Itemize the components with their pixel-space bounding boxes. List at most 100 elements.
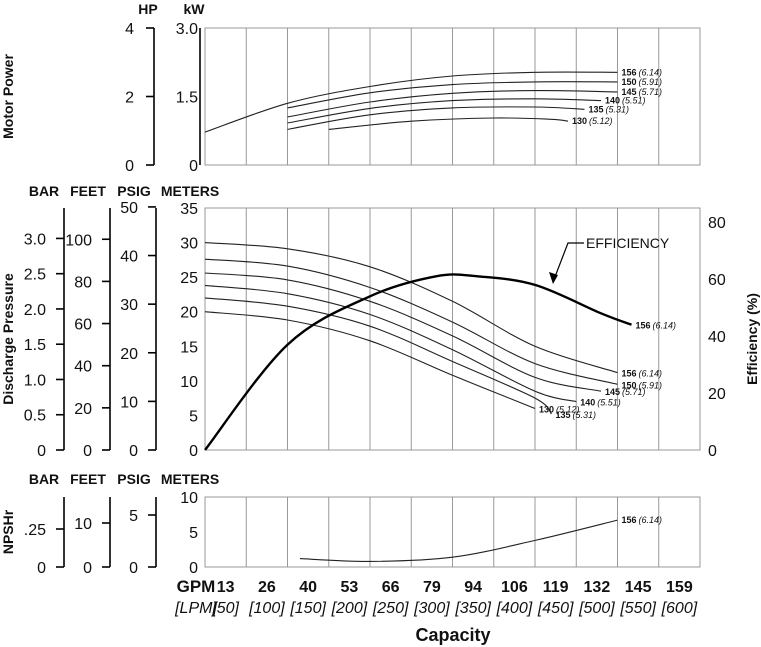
- bar-tick-label: 1.0: [24, 372, 46, 389]
- npshr-feet-tick-label: 0: [83, 560, 92, 577]
- pressure-curve-alt-label-140: (5.51): [597, 398, 621, 408]
- npshr-psig-tick-label: 5: [129, 508, 138, 525]
- efficiency-arrow-head: [549, 272, 558, 284]
- meters-tick-label: 35: [180, 201, 198, 218]
- power-curve-label-156: 156: [622, 67, 637, 77]
- motor-power-axis-label: Motor Power: [0, 54, 16, 139]
- gpm-tick-label: 26: [258, 579, 276, 596]
- npshr-axis-label: NPSHr: [0, 509, 16, 554]
- power-curve-alt-label-150: (5.91): [639, 77, 663, 87]
- psig-tick-label: 20: [120, 346, 138, 363]
- npshr-header-feet: FEET: [70, 471, 106, 487]
- pressure-header-meters: METERS: [161, 183, 219, 199]
- npshr-meters-tick-label: 5: [189, 525, 198, 542]
- efficiency-curve-label: 156: [636, 321, 651, 331]
- efficiency-curve: [204, 273, 632, 451]
- gpm-tick-label: 145: [625, 579, 652, 596]
- npshr-header-psig: PSIG: [117, 471, 151, 487]
- lpm-tick-label: [100]: [248, 600, 285, 617]
- power-curve-label-135: 135: [589, 104, 604, 114]
- npshr-header-bar: BAR: [29, 471, 59, 487]
- lpm-tick-label: [450]: [537, 600, 574, 617]
- kw-header: kW: [184, 1, 206, 17]
- feet-tick-label: 80: [74, 274, 92, 291]
- pressure-curve-150: [204, 258, 618, 385]
- efficiency-tick-label: 40: [708, 329, 726, 346]
- gpm-tick-label: 132: [584, 579, 611, 596]
- hp-tick-label: 4: [125, 21, 134, 38]
- kw-tick-label: 0: [189, 158, 198, 175]
- pressure-curve-alt-label-156: (6.14): [639, 369, 663, 379]
- gpm-tick-label: 106: [501, 579, 528, 596]
- lpm-tick-label: [550]: [619, 600, 656, 617]
- feet-tick-label: 60: [74, 317, 92, 334]
- gpm-tick-label: 66: [382, 579, 400, 596]
- npshr-curve-156: [299, 519, 618, 562]
- meters-tick-label: 30: [180, 236, 198, 253]
- gpm-tick-label: 94: [464, 579, 482, 596]
- npshr-bar-tick-label: 0: [37, 560, 46, 577]
- npshr-meters-tick-label: 10: [180, 490, 198, 507]
- gpm-tick-label: 159: [666, 579, 693, 596]
- meters-tick-label: 10: [180, 374, 198, 391]
- npshr-meters-tick-label: 0: [189, 560, 198, 577]
- meters-tick-label: 5: [189, 408, 198, 425]
- pressure-curve-label-140: 140: [580, 398, 595, 408]
- gpm-tick-label: 53: [340, 579, 358, 596]
- psig-tick-label: 30: [120, 297, 138, 314]
- lpm-tick-label: [500]: [578, 600, 615, 617]
- npshr-curve-label-156: 156: [622, 515, 637, 525]
- bar-tick-label: 0: [37, 443, 46, 460]
- discharge-pressure-axis-label: Discharge Pressure: [0, 273, 16, 405]
- pressure-curve-alt-label-135: (5.31): [573, 410, 597, 420]
- lpm-tick-label: [150]: [289, 600, 326, 617]
- power-curve-140: [287, 98, 602, 124]
- efficiency-annotation: EFFICIENCY: [586, 235, 670, 251]
- pressure-curve-145: [204, 272, 602, 392]
- meters-tick-label: 25: [180, 270, 198, 287]
- power-curve-label-140: 140: [605, 96, 620, 106]
- power-curve-alt-label-130: (5.12): [589, 116, 613, 126]
- bar-tick-label: 3.0: [24, 231, 46, 248]
- efficiency-curve-alt-label: (6.14): [653, 321, 677, 331]
- pressure-curve-alt-label-150: (5.91): [639, 380, 663, 390]
- power-curve-150: [287, 81, 618, 109]
- pressure-curve-label-150: 150: [622, 380, 637, 390]
- lpm-tick-label: [400]: [496, 600, 533, 617]
- npshr-feet-tick-label: 10: [74, 516, 92, 533]
- npshr-bar-tick-label: .25: [24, 522, 46, 539]
- pressure-header-bar: BAR: [29, 183, 59, 199]
- bar-tick-label: 0.5: [24, 408, 46, 425]
- gpm-tick-label: 40: [299, 579, 317, 596]
- lpm-axis-label: [LPM]: [174, 600, 217, 617]
- bar-tick-label: 2.5: [24, 267, 46, 284]
- power-curve-135: [287, 106, 585, 130]
- pressure-header-psig: PSIG: [117, 183, 151, 199]
- psig-tick-label: 10: [120, 394, 138, 411]
- npshr-psig-tick-label: 0: [129, 560, 138, 577]
- lpm-tick-label: [300]: [413, 600, 450, 617]
- feet-tick-label: 100: [65, 232, 92, 249]
- pressure-curve-alt-label-130: (5.12): [556, 405, 580, 415]
- meters-tick-label: 15: [180, 339, 198, 356]
- pressure-curve-label-156: 156: [622, 369, 637, 379]
- gpm-tick-label: 79: [423, 579, 441, 596]
- power-curve-alt-label-145: (5.71): [639, 87, 663, 97]
- feet-tick-label: 0: [83, 443, 92, 460]
- lpm-tick-label: [200]: [331, 600, 368, 617]
- hp-header: HP: [138, 1, 157, 17]
- power-curve-alt-label-140: (5.51): [622, 96, 646, 106]
- bar-tick-label: 2.0: [24, 302, 46, 319]
- pressure-header-feet: FEET: [70, 183, 106, 199]
- pressure-curve-label-130: 130: [539, 405, 554, 415]
- power-curve-alt-label-135: (5.31): [606, 104, 630, 114]
- hp-tick-label: 0: [125, 158, 134, 175]
- feet-tick-label: 20: [74, 401, 92, 418]
- pressure-curve-130: [204, 311, 536, 410]
- efficiency-tick-label: 60: [708, 272, 726, 289]
- feet-tick-label: 40: [74, 359, 92, 376]
- pressure-curve-label-135: 135: [556, 410, 571, 420]
- hp-tick-label: 2: [125, 90, 134, 107]
- pressure-curve-140: [204, 284, 577, 403]
